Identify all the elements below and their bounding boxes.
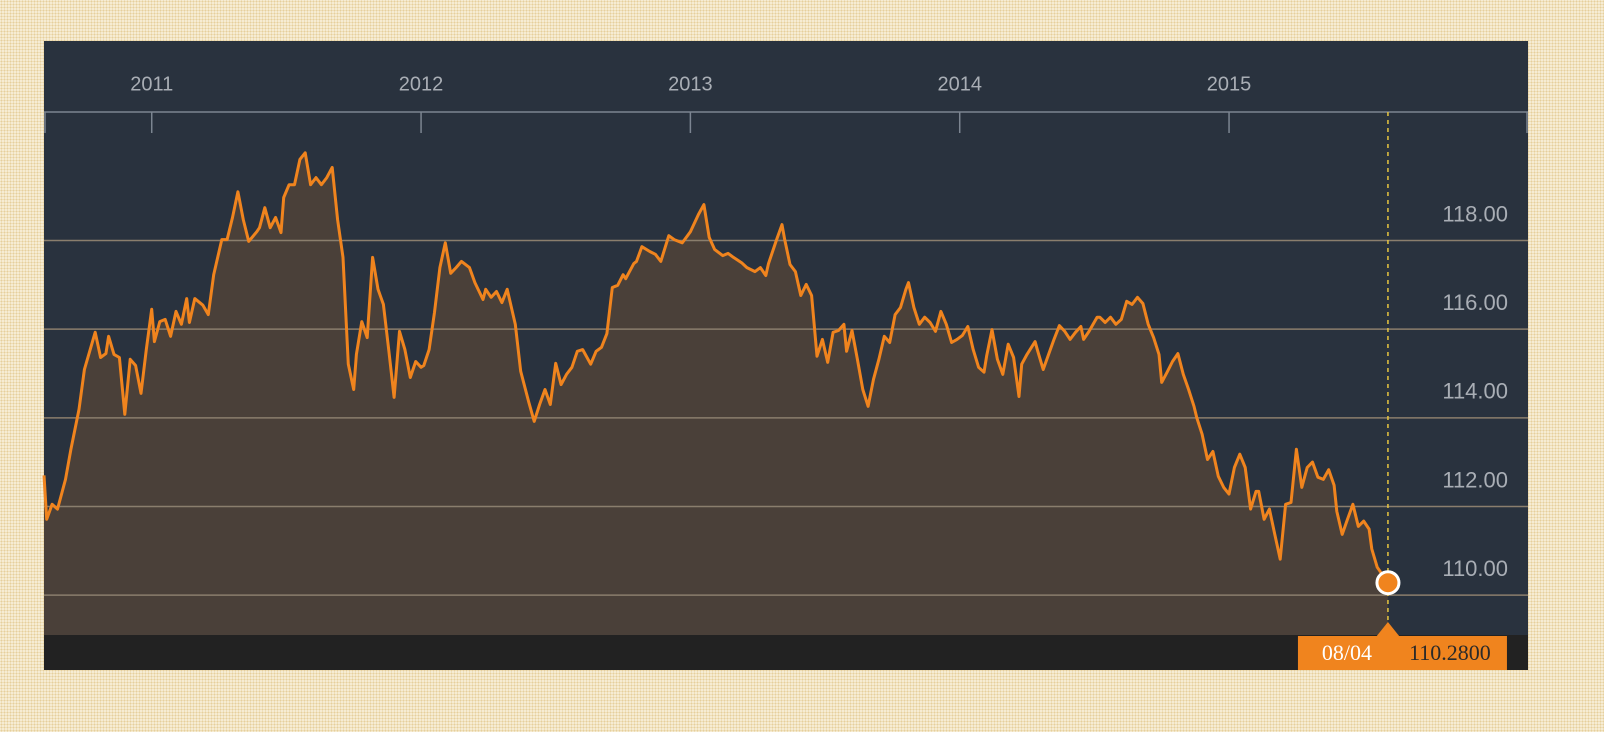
y-tick-label: 114.00	[1442, 379, 1508, 404]
tooltip-box	[1297, 636, 1507, 670]
y-tick-label: 112.00	[1442, 467, 1508, 492]
grid: 2011 2012 2013 2014 2015	[130, 73, 1251, 133]
x-tick-label: 2015	[1207, 73, 1252, 95]
y-tick-label: 118.00	[1442, 201, 1508, 226]
y-tick-label: 110.00	[1442, 556, 1508, 581]
plot: 110.00 112.00 114.00 116.00 118.00	[42, 151, 1528, 636]
tooltip-date: 08/04	[1322, 640, 1372, 665]
tooltip-pointer	[1375, 622, 1400, 637]
x-tick-label: 2013	[668, 73, 713, 95]
tooltip: 08/04 110.2800	[1297, 112, 1507, 670]
x-tick-label: 2014	[937, 73, 982, 95]
last-point	[1375, 570, 1401, 596]
y-tick-label: 116.00	[1442, 290, 1508, 315]
price-line	[42, 151, 1390, 584]
x-tick-label: 2011	[130, 73, 173, 95]
tooltip-value: 110.2800	[1409, 640, 1491, 665]
x-tick-label: 2012	[399, 73, 444, 95]
footer-strip	[44, 635, 1528, 670]
area-fill	[44, 152, 1388, 636]
